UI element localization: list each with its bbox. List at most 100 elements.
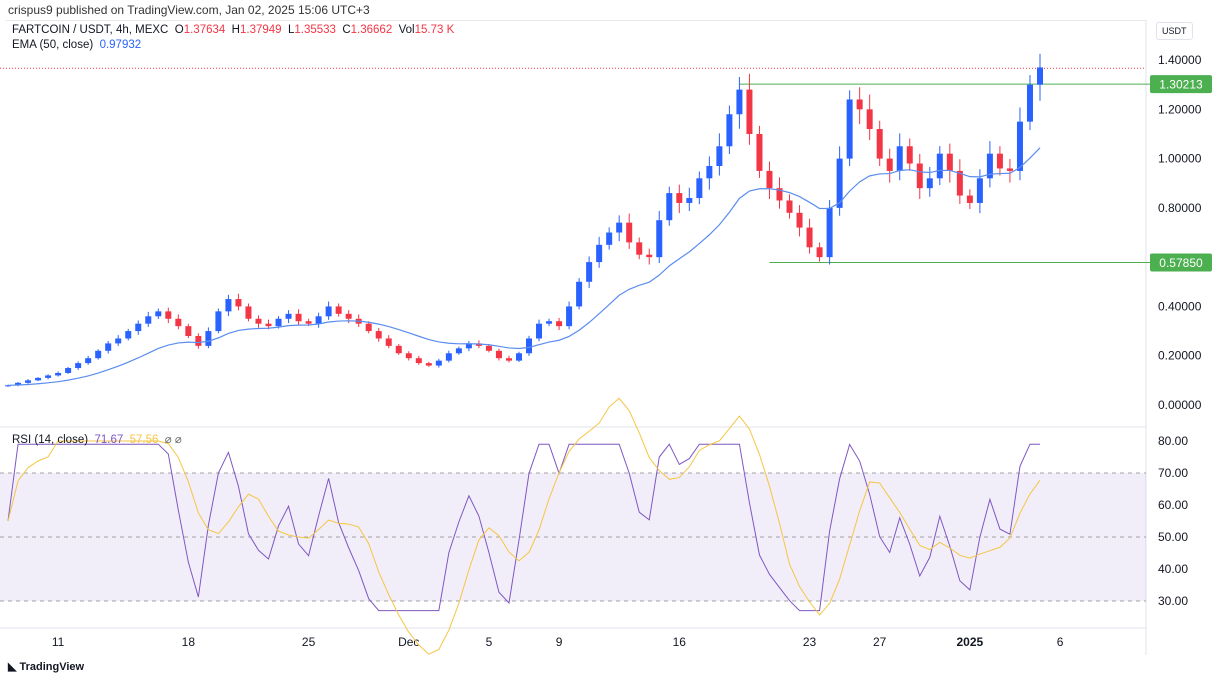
price-tick-label: 0.00000 [1158,398,1202,412]
candle-body [85,358,92,364]
ema-label: EMA (50, close) [12,39,94,51]
price-tick-label: 0.80000 [1158,201,1202,215]
level-price-label: 1.30213 [1159,78,1203,92]
candle-body [365,323,372,332]
rsi-tick-label: 80.00 [1158,434,1188,448]
rsi-value: 71.67 [94,434,124,446]
rsi-ma-line [7,397,1041,655]
candle-body [95,350,102,359]
candle-body [345,313,352,319]
close-value: 1.36662 [350,24,393,36]
candle-body [576,281,583,307]
candle-body [1037,67,1043,85]
candle-body [305,321,312,324]
candle-body [515,353,522,361]
time-tick-label: 25 [302,635,316,649]
candle-body [55,372,62,376]
candle-body [35,377,42,381]
level-price-badge [1150,253,1212,272]
candle-body [956,170,963,196]
candle-body [375,331,382,339]
candle-body [866,109,873,130]
time-tick-label: 16 [673,635,687,649]
rsi-extra: ⌀ ⌀ [164,434,182,446]
candle-body [596,244,603,263]
candle-body [666,193,673,221]
open-label: O [174,24,184,36]
ema-legend: EMA (50, close) 0.97932 [12,39,141,51]
candle-body [225,299,232,312]
rsi-tick-label: 40.00 [1158,562,1188,576]
candle-body [185,326,192,337]
open-value: 1.37634 [183,24,226,36]
candle-body [425,363,432,366]
candles [5,53,1043,387]
candle-body [65,368,72,373]
candle-body [45,375,52,378]
candle-body [706,165,713,179]
candle-body [255,318,262,324]
candle-body [165,311,172,319]
time-tick-label: 23 [803,635,817,649]
candle-body [986,153,993,179]
candle-body [195,336,202,346]
candle-body [205,331,212,346]
candle-body [966,195,973,203]
candle-body [836,158,843,208]
candle-body [586,262,593,282]
chart-legend: FARTCOIN / USDT, 4h, MEXC O1.37634 H1.37… [6,20,1146,441]
rsi-tick-label: 30.00 [1158,594,1188,608]
candle-body [445,353,452,361]
candle-body [215,311,222,332]
candle-body [546,321,553,324]
candle-body [536,323,543,339]
candle-body [155,311,162,317]
currency-button[interactable]: USDT [1156,22,1193,40]
candle-body [686,198,693,203]
candle-body [636,242,643,255]
candle-body [876,129,883,159]
ema-value: 0.97932 [99,39,142,51]
candle-body [786,200,793,213]
rsi-label: RSI (14, close) [12,434,89,446]
rsi-ma-value: 57.56 [129,434,159,446]
price-tick-label: 0.20000 [1158,349,1202,363]
candle-body [455,348,462,354]
candle-body [175,318,182,327]
candle-body [25,380,32,383]
candle-body [135,323,142,332]
candle-body [996,153,1003,169]
candle-body [556,321,563,327]
time-tick-label: 2025 [957,635,984,649]
candle-body [435,360,442,366]
candle-body [646,254,653,258]
candle-body [505,358,512,361]
rsi-tick-label: 60.00 [1158,498,1188,512]
candle-body [405,353,412,359]
rsi-tick-label: 50.00 [1158,530,1188,544]
candle-body [295,313,302,322]
candle-body [1016,121,1023,171]
candle-body [105,343,112,351]
time-tick-label: 18 [182,635,196,649]
candle-body [325,306,332,317]
candle-body [566,306,573,327]
candle-body [716,146,723,166]
price-tick-label: 1.40000 [1158,53,1202,67]
candle-body [846,99,853,159]
footer-brand: TradingView [19,661,85,673]
close-label: C [342,24,351,36]
candle-body [125,331,132,339]
candle-body [245,306,252,319]
volume-label: Vol [398,24,415,36]
symbol-legend: FARTCOIN / USDT, 4h, MEXC O1.37634 H1.37… [12,24,454,36]
candle-body [796,212,803,228]
candle-body [1026,84,1033,122]
symbol-title: FARTCOIN / USDT, 4h, MEXC [12,24,169,36]
candle-body [606,232,613,245]
ema-line [7,147,1041,386]
price-tick-label: 1.20000 [1158,102,1202,116]
candle-body [896,146,903,171]
candle-body [926,178,933,189]
